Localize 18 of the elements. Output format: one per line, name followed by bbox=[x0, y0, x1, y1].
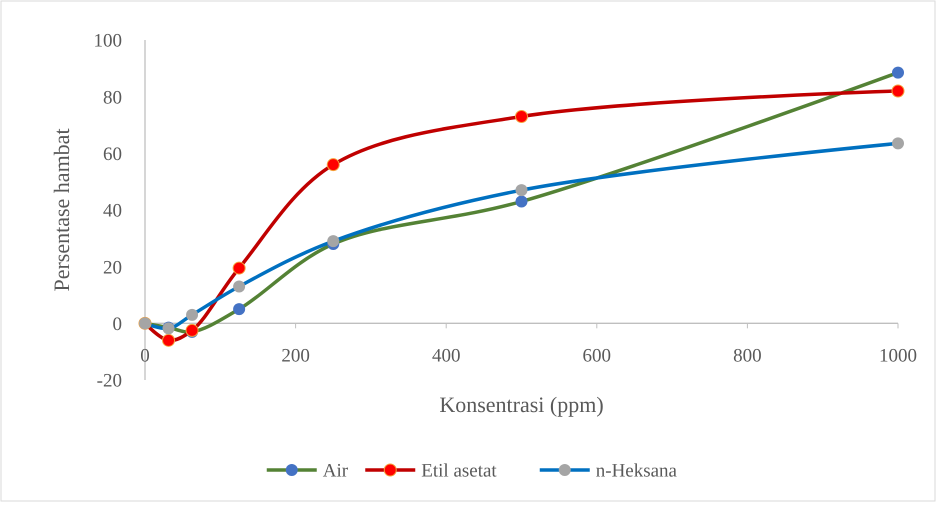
x-tick-label: 200 bbox=[281, 345, 310, 366]
y-tick-label: 60 bbox=[103, 144, 122, 165]
x-tick-label: 1000 bbox=[879, 345, 917, 366]
y-tick-label: 100 bbox=[94, 30, 122, 52]
legend-label: Air bbox=[322, 460, 349, 482]
x-axis-title: Konsentrasi (ppm) bbox=[439, 392, 604, 417]
legend-label: n-Heksana bbox=[596, 460, 678, 482]
y-tick-label: -20 bbox=[96, 370, 122, 392]
x-tick-label: 800 bbox=[733, 345, 762, 366]
y-tick-label: 40 bbox=[103, 200, 122, 222]
y-axis-title: Persentase hambat bbox=[49, 128, 74, 292]
x-tick-label: 0 bbox=[140, 345, 150, 366]
legend-label: Etil asetat bbox=[421, 460, 498, 482]
x-tick-label: 400 bbox=[432, 345, 460, 366]
y-tick-label: 20 bbox=[103, 257, 122, 278]
x-tick-label: 600 bbox=[582, 345, 612, 366]
y-tick-label: 80 bbox=[103, 87, 122, 108]
y-tick-label: 0 bbox=[112, 314, 122, 335]
